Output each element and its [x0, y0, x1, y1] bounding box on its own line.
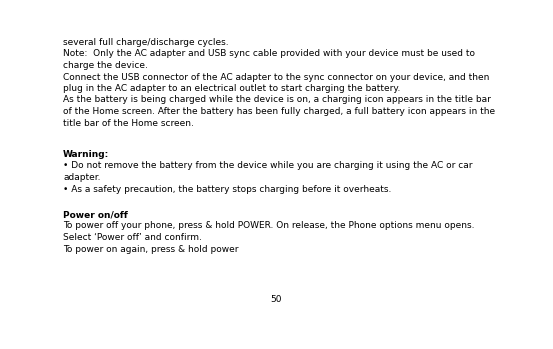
- Text: Note:  Only the AC adapter and USB sync cable provided with your device must be : Note: Only the AC adapter and USB sync c…: [63, 50, 475, 59]
- Text: Warning:: Warning:: [63, 150, 109, 159]
- Text: title bar of the Home screen.: title bar of the Home screen.: [63, 119, 194, 127]
- Text: several full charge/discharge cycles.: several full charge/discharge cycles.: [63, 38, 228, 47]
- Text: plug in the AC adapter to an electrical outlet to start charging the battery.: plug in the AC adapter to an electrical …: [63, 84, 400, 93]
- Text: of the Home screen. After the battery has been fully charged, a full battery ico: of the Home screen. After the battery ha…: [63, 107, 495, 116]
- Text: 50: 50: [271, 295, 282, 304]
- Text: • As a safety precaution, the battery stops charging before it overheats.: • As a safety precaution, the battery st…: [63, 185, 392, 193]
- Text: • Do not remove the battery from the device while you are charging it using the : • Do not remove the battery from the dev…: [63, 162, 472, 171]
- Text: To power on again, press & hold power: To power on again, press & hold power: [63, 245, 238, 253]
- Text: To power off your phone, press & hold POWER. On release, the Phone options menu : To power off your phone, press & hold PO…: [63, 222, 474, 230]
- Text: charge the device.: charge the device.: [63, 61, 148, 70]
- Text: Power on/off: Power on/off: [63, 210, 128, 219]
- Text: Connect the USB connector of the AC adapter to the sync connector on your device: Connect the USB connector of the AC adap…: [63, 73, 489, 82]
- Text: Select ‘Power off’ and confirm.: Select ‘Power off’ and confirm.: [63, 233, 202, 242]
- Text: As the battery is being charged while the device is on, a charging icon appears : As the battery is being charged while th…: [63, 96, 491, 104]
- Text: adapter.: adapter.: [63, 173, 101, 182]
